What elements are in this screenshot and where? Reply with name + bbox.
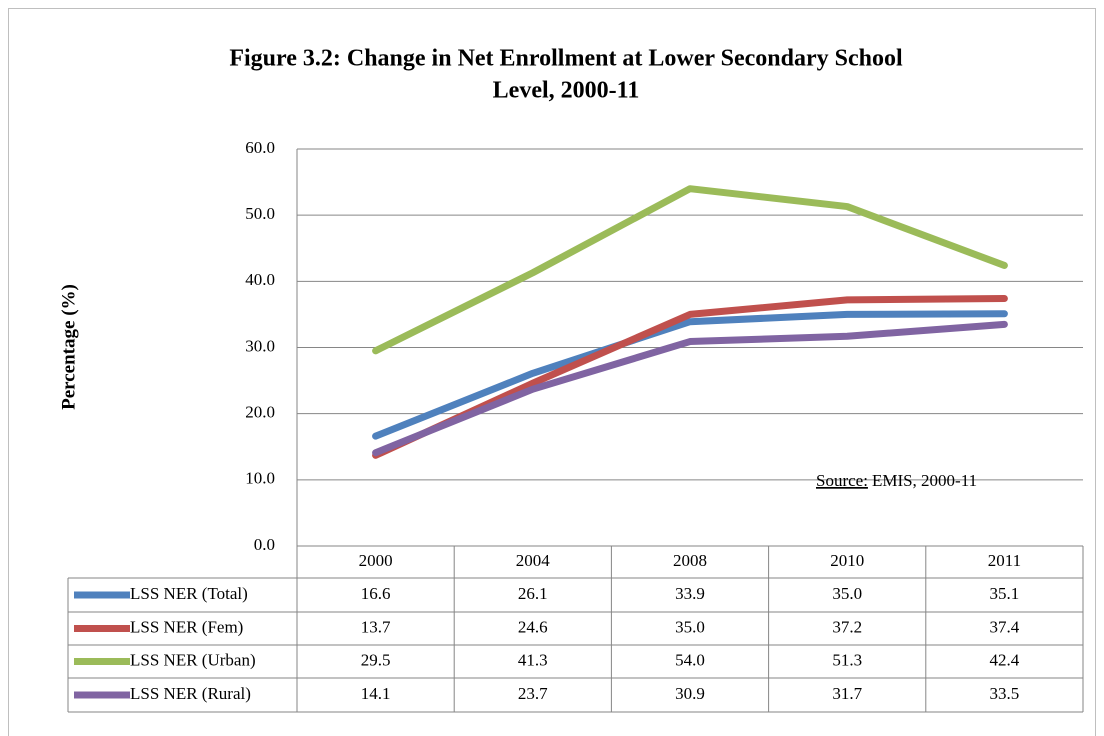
table-value: 33.9 <box>675 584 705 603</box>
x-tick-label: 2004 <box>516 551 551 570</box>
table-value: 42.4 <box>990 650 1020 669</box>
table-value: 29.5 <box>361 650 391 669</box>
table-value: 24.6 <box>518 617 548 636</box>
x-tick-label: 2010 <box>830 551 864 570</box>
y-axis-label: Percentage (%) <box>58 284 79 410</box>
table-value: 33.5 <box>990 684 1020 703</box>
y-tick-label: 30.0 <box>245 336 275 355</box>
source-label: Source: <box>816 471 868 490</box>
table-value: 51.3 <box>832 650 862 669</box>
legend-label: LSS NER (Total) <box>130 584 248 603</box>
y-tick-label: 20.0 <box>245 403 275 422</box>
legend-label: LSS NER (Rural) <box>130 684 251 703</box>
x-tick-label: 2008 <box>673 551 707 570</box>
y-tick-label: 50.0 <box>245 204 275 223</box>
table-value: 35.1 <box>990 584 1020 603</box>
chart-title: Figure 3.2: Change in Net Enrollment at … <box>229 46 903 72</box>
table-value: 30.9 <box>675 684 705 703</box>
table-value: 14.1 <box>361 684 391 703</box>
table-value: 23.7 <box>518 684 548 703</box>
table-value: 37.4 <box>990 617 1020 636</box>
source-text: EMIS, 2000-11 <box>872 471 977 490</box>
y-tick-label: 40.0 <box>245 270 275 289</box>
legend-label: LSS NER (Fem) <box>130 617 243 636</box>
legend-label: LSS NER (Urban) <box>130 650 256 669</box>
table-value: 35.0 <box>832 584 862 603</box>
y-tick-label: 10.0 <box>245 469 275 488</box>
table-value: 41.3 <box>518 650 548 669</box>
table-value: 26.1 <box>518 584 548 603</box>
y-tick-label: 60.0 <box>245 138 275 157</box>
annotation: Source: EMIS, 2000-11 <box>816 471 977 490</box>
table-value: 16.6 <box>361 584 391 603</box>
series-line <box>372 185 1008 355</box>
table-value: 13.7 <box>361 617 391 636</box>
table-value: 54.0 <box>675 650 705 669</box>
x-tick-label: 2000 <box>359 551 393 570</box>
table-value: 35.0 <box>675 617 705 636</box>
table-value: 31.7 <box>832 684 862 703</box>
y-tick-label: 0.0 <box>254 535 275 554</box>
table-value: 37.2 <box>832 617 862 636</box>
chart-title: Level, 2000-11 <box>493 78 640 104</box>
x-tick-label: 2011 <box>988 551 1021 570</box>
series-line <box>372 320 1008 457</box>
series-line <box>372 310 1008 440</box>
